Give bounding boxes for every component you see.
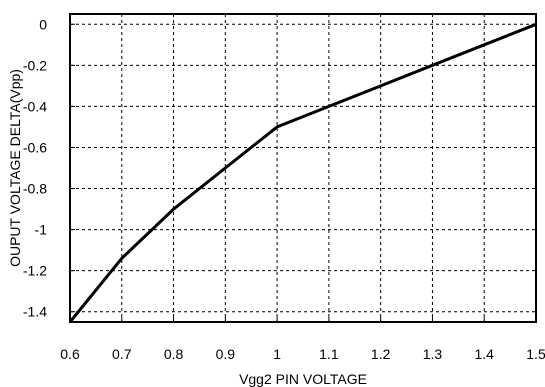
y-tick-label: -1 — [35, 222, 48, 238]
x-tick-label: 0.6 — [60, 346, 80, 362]
y-tick-label: -1.4 — [23, 304, 47, 320]
y-tick-label: -0.4 — [23, 98, 47, 114]
x-tick-label: 0.8 — [164, 346, 184, 362]
x-tick-label: 1.3 — [423, 346, 443, 362]
x-tick-label: 1 — [273, 346, 281, 362]
series-line — [68, 22, 537, 323]
x-axis: 0.6 0.7 0.8 0.9 1 1.1 1.2 1.3 1.4 1.5 — [60, 317, 545, 362]
y-tick-label: -0.6 — [23, 139, 47, 155]
x-tick-label: 1.2 — [371, 346, 391, 362]
y-tick-label: -0.2 — [23, 57, 47, 73]
y-axis: 0 -0.2 -0.4 -0.6 -0.8 -1 -1.2 -1.4 — [23, 16, 75, 320]
x-tick-label: 1.4 — [474, 346, 494, 362]
x-tick-label: 0.7 — [112, 346, 132, 362]
y-tick-label: 0 — [39, 16, 47, 32]
y-tick-label: -0.8 — [23, 181, 47, 197]
y-tick-label: -1.2 — [23, 263, 47, 279]
x-axis-title: Vgg2 PIN VOLTAGE — [239, 371, 367, 387]
y-axis-title: OUPUT VOLTAGE DELTA(Vpp) — [7, 69, 23, 267]
x-tick-label: 1.1 — [319, 346, 339, 362]
series-group — [68, 22, 537, 323]
plot-frame — [69, 13, 537, 323]
grid — [70, 14, 536, 322]
x-tick-label: 0.9 — [216, 346, 236, 362]
x-tick-label: 1.5 — [526, 346, 545, 362]
